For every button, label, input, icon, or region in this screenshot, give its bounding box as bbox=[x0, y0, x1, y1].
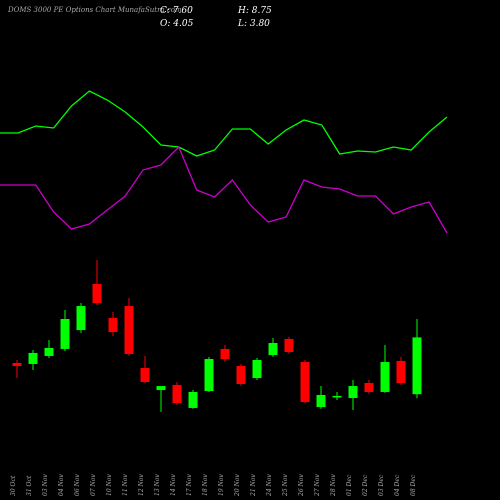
x-tick-label: 14 Nov bbox=[170, 474, 177, 496]
x-tick-label: 25 Nov bbox=[282, 474, 289, 497]
open-info: O: 4.05 bbox=[160, 19, 194, 29]
x-tick-label: 10 Nov bbox=[106, 474, 113, 496]
candle-body bbox=[204, 359, 214, 391]
x-tick-label: 07 Nov bbox=[90, 474, 97, 496]
x-tick-label: 21 Nov bbox=[250, 474, 257, 497]
x-tick-label: 26 Nov bbox=[298, 474, 305, 497]
candle-body bbox=[220, 348, 230, 359]
indicator-line bbox=[0, 90, 448, 157]
candle-body bbox=[364, 383, 374, 392]
candle-body bbox=[44, 347, 54, 356]
x-tick-label: 02 Dec bbox=[362, 474, 369, 496]
candle-body bbox=[332, 395, 342, 398]
candle-body bbox=[396, 360, 406, 383]
chart-title: DOMS 3000 PE Options Chart MunafaSutra.c… bbox=[7, 6, 182, 14]
x-tick-label: 27 Nov bbox=[314, 474, 321, 497]
candle-body bbox=[380, 362, 390, 392]
candle-body bbox=[60, 319, 70, 349]
x-tick-label: 17 Nov bbox=[186, 474, 193, 496]
candle-body bbox=[156, 386, 166, 391]
candle-body bbox=[108, 318, 118, 332]
candle-body bbox=[172, 384, 182, 403]
candle-body bbox=[268, 343, 278, 355]
candle-body bbox=[92, 283, 102, 303]
candle-body bbox=[316, 395, 326, 407]
x-tick-label: 18 Nov bbox=[202, 474, 209, 496]
x-tick-label: 04 Nov bbox=[58, 474, 65, 496]
candle-body bbox=[12, 363, 22, 367]
close-info: C: 7.60 bbox=[160, 6, 193, 16]
x-tick-label: 01 Dec bbox=[346, 474, 353, 496]
x-tick-label: 24 Nov bbox=[266, 474, 273, 497]
x-tick-label: 31 Oct bbox=[26, 475, 33, 496]
candle-body bbox=[300, 362, 310, 403]
x-tick-label: 13 Nov bbox=[154, 474, 161, 496]
candle-body bbox=[348, 386, 358, 399]
x-tick-label: 28 Nov bbox=[330, 474, 337, 497]
candle-body bbox=[188, 391, 198, 408]
x-tick-label: 06 Nov bbox=[74, 474, 81, 496]
x-tick-label: 20 Nov bbox=[234, 474, 241, 497]
candle-body bbox=[76, 306, 86, 331]
candle-body bbox=[252, 359, 262, 379]
candle-body bbox=[236, 366, 246, 384]
x-tick-label: 19 Nov bbox=[218, 474, 225, 496]
candle-body bbox=[412, 337, 422, 395]
indicator-line bbox=[0, 145, 448, 234]
candle-body bbox=[28, 352, 38, 364]
high-info: H: 8.75 bbox=[237, 6, 272, 16]
x-tick-label: 03 Dec bbox=[378, 474, 385, 496]
low-info: L: 3.80 bbox=[237, 19, 270, 29]
x-tick-label: 30 Oct bbox=[10, 475, 17, 496]
candle-body bbox=[140, 367, 150, 383]
x-tick-label: 12 Nov bbox=[138, 474, 145, 496]
x-tick-label: 03 Nov bbox=[42, 474, 49, 496]
x-tick-label: 11 Nov bbox=[122, 474, 129, 496]
candle-body bbox=[124, 306, 134, 355]
x-tick-label: 08 Dec bbox=[410, 474, 417, 496]
candle-body bbox=[284, 339, 294, 352]
x-tick-label: 04 Dec bbox=[394, 474, 401, 496]
